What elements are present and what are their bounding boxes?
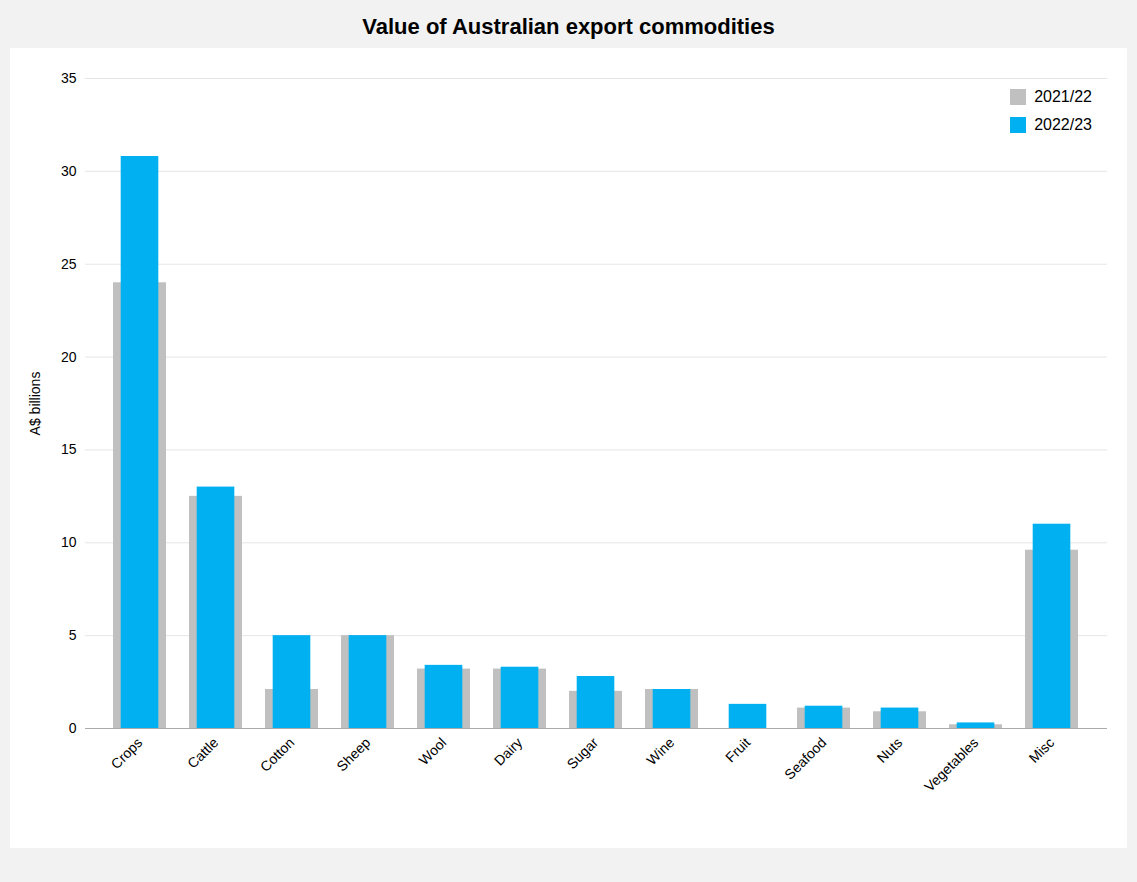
svg-text:Crops: Crops	[108, 734, 146, 772]
svg-text:5: 5	[69, 627, 77, 643]
html-text:2022/23: 2022/23	[1034, 116, 1092, 133]
svg-text:30: 30	[61, 163, 77, 179]
svg-text:Wool: Wool	[416, 734, 450, 768]
svg-text:Dairy: Dairy	[491, 734, 525, 768]
svg-text:Sugar: Sugar	[564, 734, 602, 772]
svg-text:Nuts: Nuts	[874, 734, 906, 766]
svg-text:Vegetables: Vegetables	[921, 734, 981, 794]
svg-text:Sheep: Sheep	[333, 734, 373, 774]
svg-text:A$ billions: A$ billions	[27, 372, 43, 436]
svg-text:10: 10	[61, 534, 77, 550]
svg-text:Fruit: Fruit	[722, 734, 753, 765]
svg-text:Cattle: Cattle	[184, 734, 221, 771]
svg-text:0: 0	[69, 720, 77, 736]
html-text:2021/22: 2021/22	[1034, 88, 1092, 105]
svg-text:Wine: Wine	[643, 734, 677, 768]
svg-text:Cotton: Cotton	[257, 734, 297, 774]
html-text:Value of Australian export com: Value of Australian export commodities	[362, 14, 775, 39]
svg-text:20: 20	[61, 349, 77, 365]
svg-text:Seafood: Seafood	[781, 734, 829, 782]
svg-text:25: 25	[61, 256, 77, 272]
svg-text:15: 15	[61, 441, 77, 457]
svg-text:35: 35	[61, 70, 77, 86]
svg-text:Misc: Misc	[1026, 734, 1058, 766]
